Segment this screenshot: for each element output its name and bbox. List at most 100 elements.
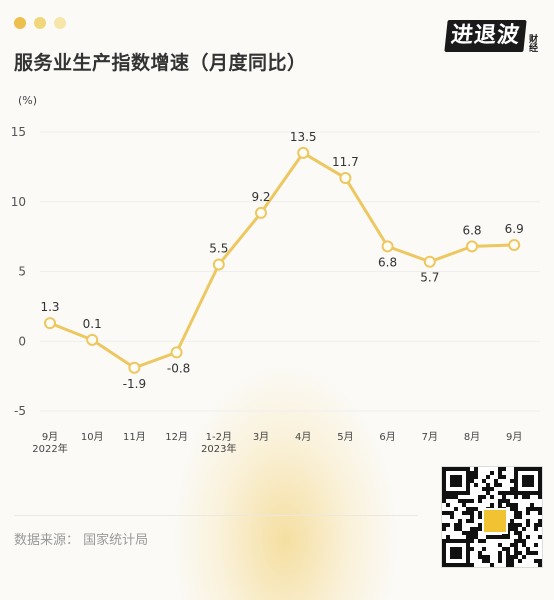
- qr-module: [442, 499, 446, 503]
- qr-module: [510, 503, 514, 507]
- qr-module: [446, 511, 450, 515]
- qr-module: [466, 563, 470, 567]
- qr-module: [486, 491, 490, 495]
- qr-module: [482, 559, 486, 563]
- qr-module: [442, 559, 446, 563]
- qr-module: [470, 511, 474, 515]
- qr-module: [450, 467, 454, 471]
- qr-module: [478, 551, 482, 555]
- qr-module: [450, 551, 454, 555]
- qr-module: [442, 491, 446, 495]
- qr-module: [514, 531, 518, 535]
- qr-module: [470, 527, 474, 531]
- qr-module: [466, 483, 470, 487]
- qr-module: [462, 467, 466, 471]
- qr-module: [514, 511, 518, 515]
- data-label: 5.7: [420, 271, 439, 285]
- x-tick-label: 11月: [123, 431, 146, 443]
- qr-module: [470, 475, 474, 479]
- data-point: [339, 172, 352, 185]
- qr-module: [534, 491, 538, 495]
- qr-module: [458, 563, 462, 567]
- qr-module: [514, 483, 518, 487]
- qr-module: [538, 495, 542, 499]
- qr-module: [486, 475, 490, 479]
- qr-module: [502, 467, 506, 471]
- qr-module: [498, 467, 502, 471]
- qr-module: [494, 483, 498, 487]
- qr-module: [510, 523, 514, 527]
- qr-module: [498, 475, 502, 479]
- qr-module: [514, 539, 518, 543]
- qr-module: [466, 547, 470, 551]
- qr-module: [458, 527, 462, 531]
- qr-module: [482, 487, 486, 491]
- qr-module: [494, 479, 498, 483]
- qr-module: [462, 531, 466, 535]
- qr-module: [462, 499, 466, 503]
- qr-module: [538, 559, 542, 563]
- qr-module: [514, 507, 518, 511]
- divider: [14, 515, 418, 516]
- qr-module: [482, 539, 486, 543]
- qr-module: [454, 555, 458, 559]
- qr-module: [466, 519, 470, 523]
- qr-module: [494, 535, 498, 539]
- qr-module: [514, 487, 518, 491]
- qr-module: [446, 563, 450, 567]
- qr-module: [514, 479, 518, 483]
- qr-module: [510, 479, 514, 483]
- data-label: -1.9: [123, 377, 146, 391]
- qr-module: [498, 471, 502, 475]
- qr-module: [454, 551, 458, 555]
- qr-module: [522, 479, 526, 483]
- chart-title: 服务业生产指数增速（月度同比）: [14, 52, 307, 74]
- qr-module: [538, 479, 542, 483]
- qr-module: [458, 551, 462, 555]
- qr-module: [450, 483, 454, 487]
- qr-module: [530, 551, 534, 555]
- qr-module: [446, 503, 450, 507]
- qr-module: [514, 495, 518, 499]
- qr-module: [526, 551, 530, 555]
- qr-module: [458, 547, 462, 551]
- qr-module: [458, 499, 462, 503]
- series-line: [49, 151, 515, 370]
- brand-logo: 进退波 财经: [444, 18, 542, 52]
- qr-module: [498, 499, 502, 503]
- qr-module: [506, 531, 510, 535]
- data-label: -0.8: [167, 361, 190, 375]
- data-label: 13.5: [290, 130, 317, 144]
- qr-module: [478, 555, 482, 559]
- qr-module: [446, 495, 450, 499]
- qr-module: [450, 563, 454, 567]
- qr-module: [490, 471, 494, 475]
- qr-module: [462, 563, 466, 567]
- qr-module: [538, 511, 542, 515]
- qr-module: [522, 495, 526, 499]
- qr-module: [498, 543, 502, 547]
- x-tick-label: 7月: [422, 431, 438, 443]
- qr-module: [450, 479, 454, 483]
- qr-module: [514, 547, 518, 551]
- qr-module: [470, 471, 474, 475]
- dot-2: [34, 17, 46, 29]
- y-tick-label: -5: [14, 404, 26, 418]
- qr-module: [538, 483, 542, 487]
- qr-module: [442, 487, 446, 491]
- qr-module: [538, 519, 542, 523]
- qr-module: [538, 507, 542, 511]
- data-point: [44, 317, 56, 330]
- qr-module: [458, 519, 462, 523]
- qr-module: [446, 491, 450, 495]
- x-tick-sublabel: 2022年: [32, 442, 67, 455]
- qr-module: [538, 491, 542, 495]
- qr-module: [526, 479, 530, 483]
- qr-module: [450, 539, 454, 543]
- x-tick-label: 6月: [379, 431, 395, 443]
- qr-module: [446, 467, 450, 471]
- qr-module: [518, 511, 522, 515]
- qr-module: [470, 539, 474, 543]
- qr-module: [454, 475, 458, 479]
- qr-module: [458, 483, 462, 487]
